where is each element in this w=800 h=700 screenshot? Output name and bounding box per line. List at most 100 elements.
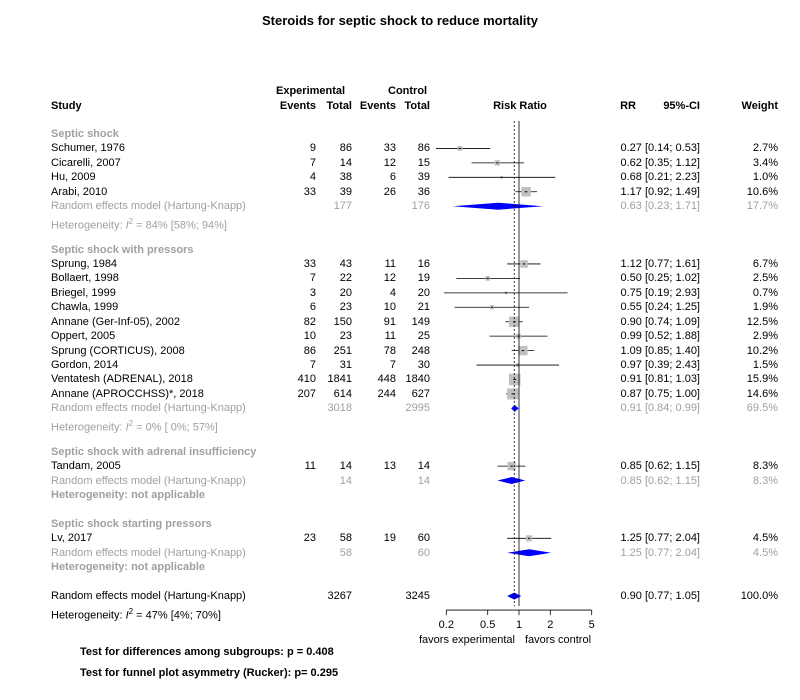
subgroup-heading: Septic shock with adrenal insufficiency — [51, 445, 257, 458]
heterogeneity-stat: Heterogeneity: I2 = 0% [ 0%; 57%] — [51, 417, 218, 435]
exp-events: 3 — [309, 286, 316, 299]
ctrl-events: 19 — [383, 532, 396, 545]
exp-total: 38 — [339, 171, 352, 184]
exp-total: 14 — [339, 460, 352, 473]
pooled-label: Random effects model (Hartung-Knapp) — [51, 590, 246, 603]
weight-value: 15.9% — [746, 373, 778, 386]
pooled-weight: 100.0% — [740, 590, 778, 603]
x-tick-label: 1 — [515, 619, 523, 632]
ctrl-total: 19 — [417, 272, 430, 285]
pooled-weight: 8.3% — [752, 474, 778, 487]
subgroup-diamond — [497, 477, 526, 485]
ctrl-total: 14 — [417, 460, 430, 473]
header-risk-ratio: Risk Ratio — [493, 100, 547, 112]
x-tick-label: 0.2 — [438, 619, 454, 632]
study-label: Lv, 2017 — [51, 532, 93, 545]
exp-total: 20 — [339, 286, 352, 299]
pooled-weight: 4.5% — [752, 546, 778, 559]
pooled-weight: 69.5% — [746, 402, 778, 415]
exp-events: 9 — [309, 142, 316, 155]
i-squared-exponent: 2 — [128, 418, 134, 428]
study-label: Chawla, 1999 — [51, 301, 119, 314]
study-label: Cicarelli, 2007 — [51, 156, 121, 169]
exp-total: 39 — [339, 185, 352, 198]
subgroup-heading: Septic shock — [51, 128, 119, 140]
x-tick-label: 2 — [547, 619, 554, 632]
study-label: Briegel, 1999 — [51, 286, 116, 299]
exp-events: 23 — [303, 532, 316, 545]
study-label: Arabi, 2010 — [51, 185, 108, 198]
heterogeneity-na: Heterogeneity: not applicable — [51, 489, 206, 501]
weight-value: 6.7% — [752, 257, 778, 270]
pooled-label: Random effects model (Hartung-Knapp) — [51, 474, 246, 487]
pooled-exp-total: 58 — [339, 546, 352, 559]
exp-events: 7 — [309, 272, 316, 285]
exp-total: 23 — [339, 330, 352, 343]
heterogeneity-value: = 0% [ 0%; 57%] — [133, 421, 218, 434]
weight-value: 14.6% — [746, 387, 778, 400]
study-label: Hu, 2009 — [51, 171, 96, 184]
rr-ci-value: 0.99 [0.52; 1.88] — [620, 330, 700, 343]
exp-events: 207 — [297, 387, 316, 400]
rr-ci-value: 0.90 [0.74; 1.09] — [620, 315, 700, 328]
rr-ci-value: 0.50 [0.25; 1.02] — [620, 272, 700, 285]
ctrl-total: 25 — [417, 330, 430, 343]
pooled-exp-total: 3018 — [327, 402, 352, 415]
rr-ci-value: 0.97 [0.39; 2.43] — [620, 359, 700, 372]
footer-funnel-test: Test for funnel plot asymmetry (Rucker):… — [80, 667, 339, 679]
ctrl-events: 78 — [383, 344, 396, 357]
rr-ci-value: 1.25 [0.77; 2.04] — [620, 532, 700, 545]
study-label: Bollaert, 1998 — [51, 272, 119, 285]
exp-events: 4 — [309, 171, 316, 184]
pooled-exp-total: 14 — [339, 474, 352, 487]
heterogeneity-na: Heterogeneity: not applicable — [51, 561, 206, 574]
weight-value: 2.9% — [752, 330, 778, 343]
rr-ci-value: 1.12 [0.77; 1.61] — [620, 257, 700, 270]
weight-value: 2.7% — [752, 142, 778, 155]
i-squared-exponent: 2 — [128, 606, 134, 616]
exp-events: 410 — [297, 373, 316, 386]
pooled-ctrl-total: 14 — [417, 474, 430, 487]
header-weight: Weight — [741, 100, 778, 112]
rr-ci-value: 0.62 [0.35; 1.12] — [620, 156, 700, 169]
ctrl-events: 7 — [389, 359, 396, 372]
header-events-ctrl: Events — [359, 100, 396, 112]
ctrl-events: 6 — [389, 171, 396, 184]
exp-events: 11 — [304, 460, 316, 473]
heterogeneity-value: = 84% [58%; 94%] — [133, 219, 227, 232]
weight-value: 12.5% — [746, 315, 778, 328]
ctrl-total: 36 — [417, 185, 430, 198]
header-experimental: Experimental — [276, 85, 346, 97]
pooled-weight: 17.7% — [746, 200, 778, 213]
overall-diamond — [507, 592, 522, 600]
rr-ci-value: 0.87 [0.75; 1.00] — [620, 387, 700, 400]
exp-events: 86 — [303, 344, 316, 357]
pooled-ctrl-total: 176 — [411, 200, 430, 213]
pooled-rr-ci: 0.63 [0.23; 1.71] — [620, 200, 700, 213]
rr-ci-value: 0.85 [0.62; 1.15] — [620, 460, 700, 473]
ctrl-total: 149 — [411, 315, 430, 328]
rr-ci-value: 0.75 [0.19; 2.93] — [620, 286, 700, 299]
header-total-exp: Total — [326, 100, 352, 112]
pooled-ctrl-total: 60 — [417, 546, 430, 559]
weight-value: 1.5% — [752, 359, 778, 372]
exp-total: 150 — [333, 315, 352, 328]
ctrl-events: 12 — [383, 272, 396, 285]
ctrl-total: 20 — [417, 286, 430, 299]
rr-ci-value: 0.91 [0.81; 1.03] — [620, 373, 700, 386]
ctrl-total: 16 — [417, 257, 430, 270]
ctrl-total: 39 — [417, 171, 430, 184]
study-label: Annane (Ger-Inf-05), 2002 — [51, 315, 181, 328]
ctrl-total: 60 — [417, 532, 430, 545]
heterogeneity-stat: Heterogeneity: I2 = 84% [58%; 94%] — [51, 215, 227, 233]
ctrl-events: 13 — [383, 460, 396, 473]
ctrl-events: 244 — [377, 387, 396, 400]
exp-total: 31 — [339, 359, 352, 372]
ctrl-total: 30 — [417, 359, 430, 372]
ctrl-events: 4 — [389, 286, 396, 299]
pooled-rr-ci: 0.90 [0.77; 1.05] — [620, 590, 700, 603]
i-squared-symbol: I — [125, 219, 129, 232]
study-label: Schumer, 1976 — [51, 142, 125, 155]
weight-value: 10.6% — [746, 185, 778, 198]
